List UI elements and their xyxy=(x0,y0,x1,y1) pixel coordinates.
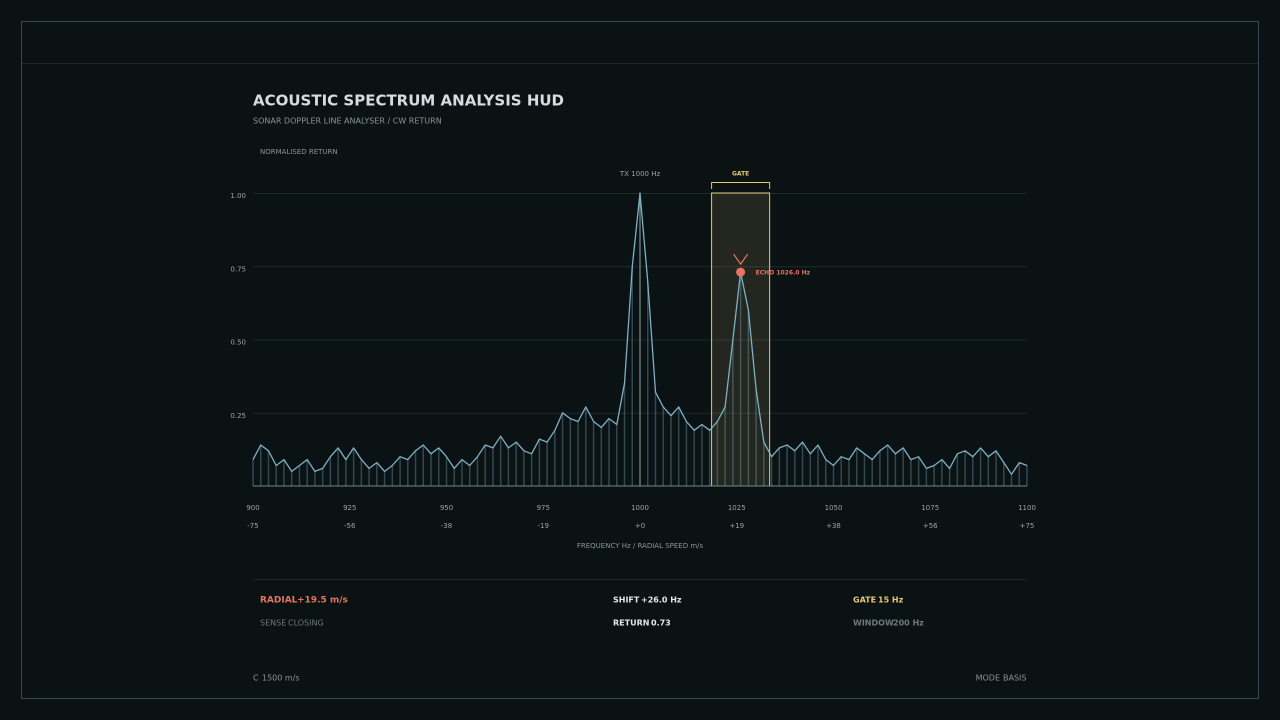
readout-value: 200 Hz xyxy=(893,619,924,628)
footer-label: C xyxy=(253,674,259,683)
x-tick-label: 925 xyxy=(343,504,356,512)
gate-label: GATE xyxy=(732,171,749,178)
readout-label: RETURN xyxy=(613,619,649,628)
x2-tick-label: +38 xyxy=(826,522,841,530)
x2-tick-label: -19 xyxy=(538,522,549,530)
gate-region xyxy=(711,192,771,487)
x-tick-label: 975 xyxy=(537,504,550,512)
y-tick-label: 0.75 xyxy=(230,265,246,273)
y-tick-label: 0.50 xyxy=(230,339,246,347)
title: ACOUSTIC SPECTRUM ANALYSIS HUD xyxy=(253,92,564,110)
readout-value: CLOSING xyxy=(288,619,324,628)
x-tick-label: 1000 xyxy=(631,504,649,512)
subtitle: SONAR DOPPLER LINE ANALYSER / CW RETURN xyxy=(253,117,442,126)
echo-chevron xyxy=(733,253,749,266)
spectrum-line xyxy=(252,192,1028,475)
x-axis-label: FREQUENCY Hz / RADIAL SPEED m/s xyxy=(577,542,704,550)
footer-value: BASIS xyxy=(1003,674,1026,683)
footer-value: 1500 m/s xyxy=(262,674,300,683)
x2-tick-label: +56 xyxy=(923,522,938,530)
readout-label: WINDOW xyxy=(853,619,894,628)
x2-tick-label: -38 xyxy=(441,522,452,530)
readout-label: RADIAL xyxy=(260,596,298,606)
y-tick-label: 0.25 xyxy=(230,412,246,420)
x-tick-label: 900 xyxy=(246,504,259,512)
x-tick-label: 1075 xyxy=(921,504,939,512)
echo-label: ECHO 1026.0 Hz xyxy=(756,270,811,277)
readout-label: SHIFT xyxy=(613,596,640,605)
echo-point xyxy=(736,267,746,277)
frame xyxy=(21,21,1259,699)
y-axis-label: NORMALISED RETURN xyxy=(260,148,338,156)
footer-label: MODE xyxy=(976,674,1000,683)
x2-tick-label: -56 xyxy=(344,522,356,530)
x-tick-label: 1025 xyxy=(728,504,746,512)
gate-bracket xyxy=(711,182,771,189)
readout-value: +19.5 m/s xyxy=(297,596,348,606)
readout-value: +26.0 Hz xyxy=(641,596,682,605)
readout-label: GATE xyxy=(853,596,876,605)
x2-tick-label: +75 xyxy=(1020,522,1035,530)
x2-tick-label: +0 xyxy=(635,522,645,530)
x2-tick-label: -75 xyxy=(247,522,258,530)
tx-label: TX 1000 Hz xyxy=(619,170,661,178)
y-tick-label: 1.00 xyxy=(230,192,246,200)
readout-value: 15 Hz xyxy=(878,596,904,605)
x-tick-label: 1100 xyxy=(1018,504,1036,512)
x2-tick-label: +19 xyxy=(729,522,744,530)
readout-value: 0.73 xyxy=(651,619,671,628)
x-tick-label: 1050 xyxy=(825,504,843,512)
x-tick-label: 950 xyxy=(440,504,453,512)
readout-label: SENSE xyxy=(260,619,286,628)
